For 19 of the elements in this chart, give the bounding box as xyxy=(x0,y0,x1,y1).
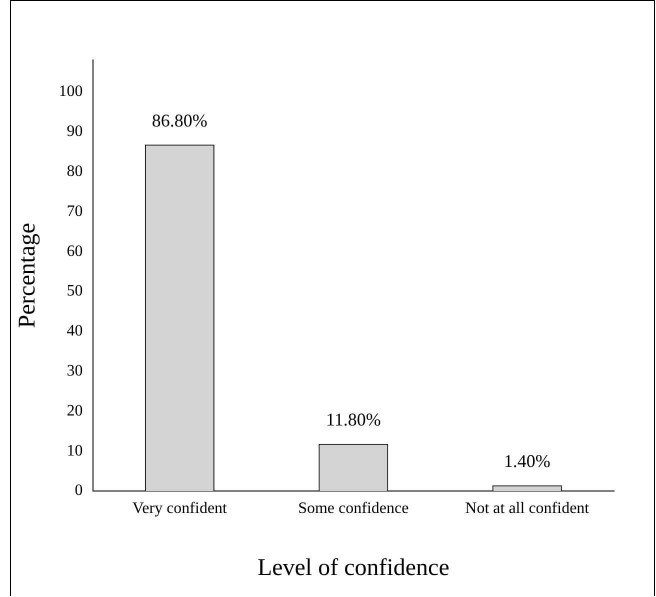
y-tick-label: 60 xyxy=(66,242,83,260)
y-axis-title: Percentage xyxy=(14,222,41,328)
y-tick-label: 20 xyxy=(66,402,83,420)
y-tick-label: 80 xyxy=(66,162,83,180)
y-tick-label: 50 xyxy=(66,282,83,300)
y-tick-label: 90 xyxy=(66,123,83,140)
x-tick-label: Some confidence xyxy=(298,500,409,517)
y-tick-label: 70 xyxy=(66,202,83,220)
data-label: 1.40% xyxy=(504,451,550,472)
data-label: 11.80% xyxy=(326,410,381,430)
y-tick-label: 100 xyxy=(58,83,83,100)
y-tick-label: 10 xyxy=(66,442,83,460)
y-tick-label: 30 xyxy=(66,362,83,380)
x-axis-title: Level of confidence xyxy=(257,554,450,581)
y-tick-label: 0 xyxy=(74,482,83,500)
y-tick-label: 40 xyxy=(66,322,83,340)
x-tick-label: Very confident xyxy=(132,500,228,517)
data-label: 86.80% xyxy=(152,110,208,130)
x-tick-label: Not at all confident xyxy=(465,500,590,517)
